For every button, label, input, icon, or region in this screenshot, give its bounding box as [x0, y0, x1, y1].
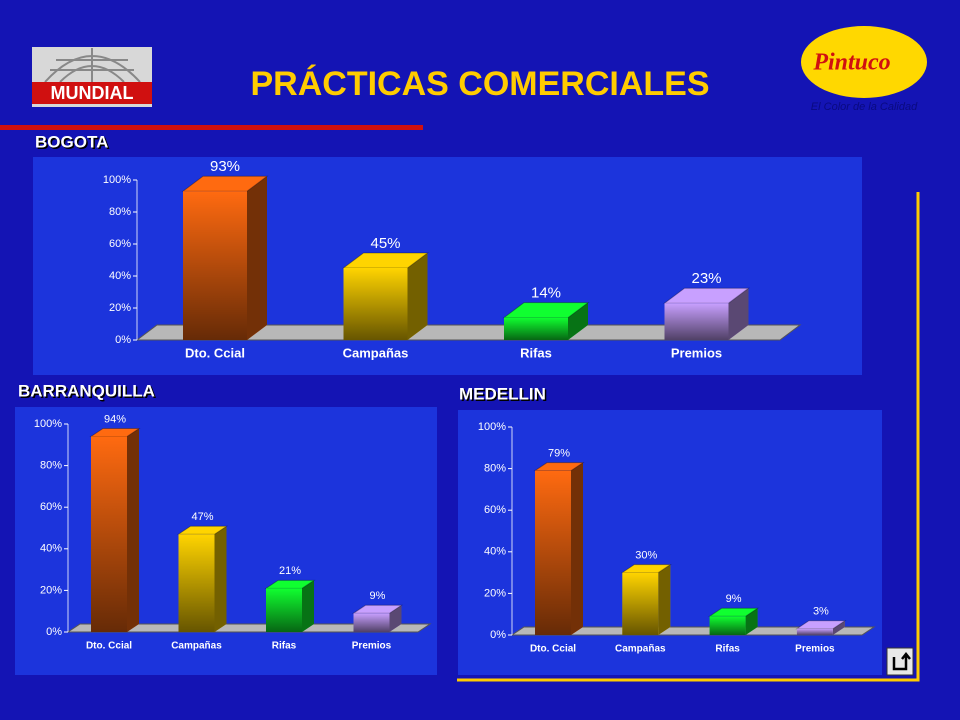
y-tick-label: 20%: [109, 302, 131, 314]
bar-side-shade: [571, 462, 583, 635]
y-tick-label: 60%: [109, 238, 131, 250]
section-title: BOGOTA: [35, 132, 108, 151]
bar-side-shade: [389, 605, 402, 632]
bar-shade: [91, 436, 127, 632]
bar-side-shade: [658, 564, 671, 635]
value-label: 47%: [191, 511, 213, 523]
logo-right: Pintuco El Color de la Calidad: [801, 26, 927, 113]
section-title: BOGOTA: [37, 134, 110, 153]
bar-shade: [266, 588, 302, 632]
value-label: 30%: [635, 550, 657, 562]
value-label: 14%: [531, 285, 561, 302]
value-label: 21%: [279, 565, 301, 577]
y-tick-label: 40%: [484, 546, 506, 558]
y-tick-label: 40%: [40, 543, 62, 555]
section-title: BARRANQUILLA: [18, 381, 155, 400]
bar-side-shade: [728, 288, 749, 340]
y-tick-label: 0%: [115, 334, 131, 346]
logo-globe: [44, 48, 141, 83]
bar-side-shade: [127, 428, 139, 632]
y-tick-label: 20%: [484, 587, 506, 599]
value-label: 45%: [370, 235, 400, 252]
x-tick-label: Premios: [795, 644, 835, 655]
x-tick-label: Campañas: [615, 644, 666, 655]
bar-shade: [664, 303, 729, 340]
y-tick-label: 100%: [103, 174, 131, 186]
x-tick-label: Dto. Ccial: [86, 641, 132, 652]
logo-text: Pintuco: [812, 50, 890, 76]
x-tick-label: Premios: [671, 345, 722, 360]
logo-ellipse: [801, 26, 927, 98]
value-label: 3%: [813, 606, 829, 618]
y-tick-label: 60%: [484, 504, 506, 516]
tagline: El Color de la Calidad: [811, 101, 918, 113]
bar-side-shade: [247, 176, 267, 340]
y-tick-label: 100%: [34, 418, 62, 430]
button-box[interactable]: [886, 647, 914, 676]
value-label: 93%: [210, 158, 240, 175]
y-tick-label: 60%: [40, 501, 62, 513]
x-tick-label: Rifas: [520, 345, 552, 360]
value-label: 94%: [104, 413, 126, 425]
bar-side-shade: [214, 526, 227, 632]
logo-text: MUNDIAL: [51, 83, 134, 103]
value-label: 9%: [726, 593, 742, 605]
bar-side-shade: [407, 253, 428, 340]
y-tick-label: 0%: [490, 629, 506, 641]
y-tick-label: 100%: [478, 421, 506, 433]
section-title: MEDELLIN: [459, 384, 546, 403]
bar-shade: [178, 534, 215, 632]
x-tick-label: Rifas: [272, 641, 297, 652]
y-tick-label: 20%: [40, 584, 62, 596]
section-title: BARRANQUILLA: [20, 383, 157, 402]
bar-shade: [535, 470, 571, 635]
x-tick-label: Dto. Ccial: [185, 345, 245, 360]
section-title: MEDELLIN: [461, 386, 548, 405]
bar-shade: [622, 572, 659, 635]
frame-line: [457, 192, 920, 682]
header-rule: [0, 125, 423, 130]
y-tick-label: 0%: [46, 626, 62, 638]
x-tick-label: Campañas: [343, 345, 409, 360]
x-tick-label: Campañas: [171, 641, 222, 652]
bar-shade: [504, 317, 568, 340]
logo-left: MUNDIAL: [32, 47, 152, 107]
bar-side-shade: [832, 620, 845, 635]
bar-side-shade: [302, 580, 314, 632]
y-tick-label: 80%: [484, 463, 506, 475]
return-button[interactable]: [886, 647, 914, 676]
x-tick-label: Rifas: [715, 644, 740, 655]
x-tick-label: Premios: [352, 641, 392, 652]
y-tick-label: 40%: [109, 270, 131, 282]
value-label: 79%: [548, 448, 570, 460]
y-tick-label: 80%: [40, 460, 62, 472]
bar-shade: [343, 268, 408, 340]
value-label: 23%: [691, 270, 721, 287]
bar-shade: [183, 191, 247, 340]
x-tick-label: Dto. Ccial: [530, 644, 576, 655]
button-icon[interactable]: [892, 651, 911, 671]
panel: [33, 157, 862, 375]
bar-shade: [796, 628, 833, 635]
bar-side-shade: [568, 302, 588, 340]
bar-side-shade: [745, 608, 758, 635]
bar-shade: [709, 616, 746, 635]
value-label: 9%: [370, 590, 386, 602]
logo-band: [32, 82, 152, 104]
y-tick-label: 80%: [109, 206, 131, 218]
bar-shade: [353, 613, 390, 632]
slide-title: PRÁCTICAS COMERCIALES: [250, 65, 709, 103]
